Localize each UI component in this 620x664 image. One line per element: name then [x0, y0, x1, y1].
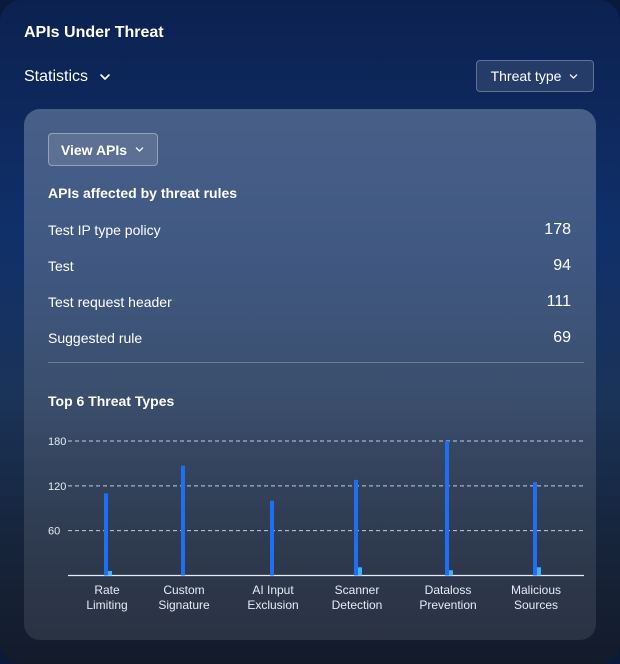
x-tick-label: Prevention [419, 598, 476, 612]
bar-primary [181, 465, 185, 576]
x-tick-label: Scanner [335, 583, 380, 597]
x-tick-label: Custom [163, 583, 204, 597]
chevron-down-icon [135, 147, 144, 152]
bar-secondary [449, 570, 453, 576]
bar-secondary [108, 571, 112, 576]
y-tick-label: 120 [48, 481, 66, 493]
y-tick-label: 60 [48, 526, 60, 538]
x-tick-label: AI Input [252, 583, 294, 597]
rule-count: 69 [553, 329, 571, 346]
statistics-dropdown[interactable]: Statistics [24, 66, 112, 88]
view-apis-label: View APIs [60, 141, 128, 158]
rule-count: 178 [544, 221, 571, 238]
x-tick-label: Detection [332, 598, 383, 612]
bar-primary [104, 493, 108, 576]
rule-row[interactable]: Test 94 [48, 256, 571, 276]
rules-section-title: APIs affected by threat rules [48, 185, 238, 201]
threat-panel: View APIs APIs affected by threat rules … [24, 109, 596, 640]
chevron-down-icon [570, 73, 578, 79]
bar-primary [445, 441, 449, 576]
statistics-label: Statistics [24, 68, 89, 85]
x-tick-label: Malicious [511, 583, 561, 597]
rule-name: Suggested rule [48, 330, 143, 346]
section-divider [48, 362, 584, 363]
threats-section-title: Top 6 Threat Types [48, 393, 175, 409]
rule-row[interactable]: Suggested rule 69 [48, 328, 571, 348]
bar-secondary [537, 567, 541, 576]
view-apis-dropdown[interactable]: View APIs [48, 133, 158, 166]
rule-row[interactable]: Test IP type policy 178 [48, 220, 571, 240]
x-tick-label: Rate [94, 583, 120, 597]
bar-primary [270, 500, 274, 576]
rule-name: Test request header [48, 294, 172, 310]
threat-type-label: Threat type [490, 68, 562, 84]
chevron-down-icon [100, 74, 110, 80]
threat-type-dropdown[interactable]: Threat type [476, 60, 594, 92]
x-tick-label: Signature [158, 598, 210, 612]
rule-count: 94 [553, 257, 571, 274]
rule-name: Test [48, 258, 74, 274]
rule-count: 111 [546, 293, 571, 310]
x-tick-label: Limiting [86, 598, 127, 612]
y-tick-label: 180 [48, 436, 66, 448]
bar-primary [533, 482, 537, 576]
x-tick-label: Sources [514, 598, 558, 612]
bar-primary [354, 479, 358, 576]
rule-name: Test IP type policy [48, 222, 161, 238]
x-tick-label: Dataloss [425, 583, 472, 597]
x-tick-label: Exclusion [247, 598, 298, 612]
bar-secondary [358, 567, 362, 576]
card-title: APIs Under Threat [24, 24, 164, 41]
rule-row[interactable]: Test request header 111 [48, 292, 571, 312]
